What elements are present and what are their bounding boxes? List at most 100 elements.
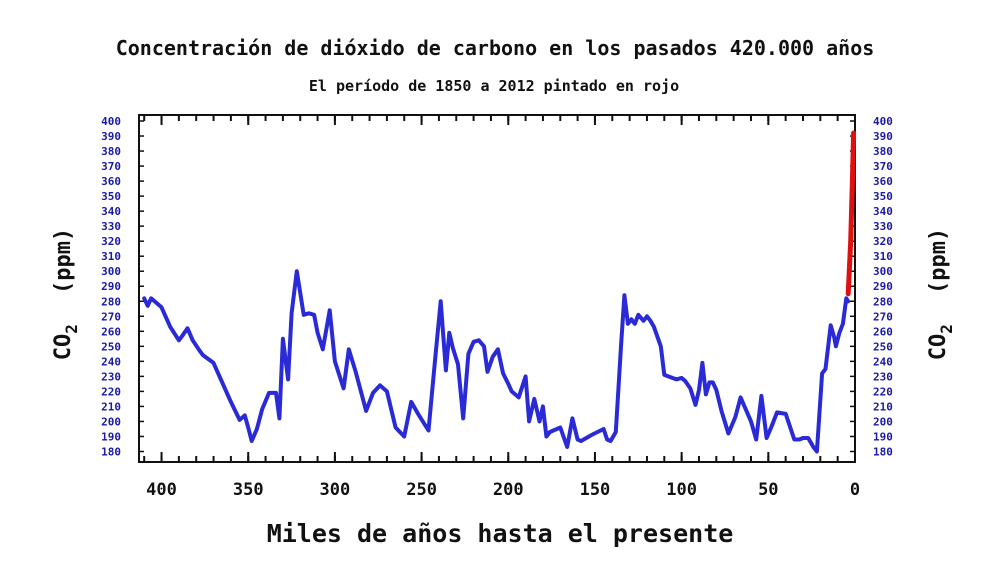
x-axis-label: Miles de años hasta el presente xyxy=(267,519,734,548)
y-tick-label-left: 180 xyxy=(101,445,121,458)
y-tick-label-right: 270 xyxy=(873,310,893,323)
data-point xyxy=(342,387,345,390)
y-tick-label-right: 380 xyxy=(873,145,893,158)
data-point xyxy=(354,371,357,373)
data-point xyxy=(812,446,815,448)
data-point xyxy=(845,297,848,300)
y-tick-label-left: 320 xyxy=(101,235,121,248)
data-point xyxy=(580,440,582,442)
data-point xyxy=(609,440,612,442)
data-point xyxy=(590,434,593,436)
chart-title: Concentración de dióxido de carbono en l… xyxy=(116,36,875,60)
data-point xyxy=(517,396,520,399)
data-point xyxy=(278,417,281,420)
y-tick-label-left: 270 xyxy=(101,310,121,323)
data-point xyxy=(365,410,367,412)
data-point xyxy=(835,345,837,348)
data-point xyxy=(649,320,652,322)
data-point xyxy=(478,339,480,342)
data-point xyxy=(694,404,697,406)
y-tick-label-left: 220 xyxy=(101,385,121,398)
svg-text:CO2(ppm): CO2 (ppm) xyxy=(51,228,81,360)
data-point xyxy=(566,446,568,448)
data-point xyxy=(247,426,249,429)
data-point xyxy=(178,339,180,342)
data-point xyxy=(833,336,835,339)
data-point xyxy=(816,450,818,453)
y-tick-label-right: 220 xyxy=(873,385,893,398)
data-point xyxy=(660,345,662,348)
y-tick-label-left: 380 xyxy=(101,145,121,158)
data-point xyxy=(807,437,809,439)
data-point xyxy=(524,375,527,378)
data-point xyxy=(191,339,194,342)
y-tick-label-right: 200 xyxy=(873,415,893,428)
y-tick-label-left: 340 xyxy=(101,205,121,218)
y-tick-label-right: 390 xyxy=(873,130,893,143)
data-point xyxy=(760,395,763,397)
y-tick-label-left: 190 xyxy=(101,430,121,443)
y-tick-label-right: 210 xyxy=(873,400,893,413)
data-point xyxy=(502,372,504,375)
data-point xyxy=(379,384,381,387)
data-point xyxy=(302,314,305,316)
data-point xyxy=(784,413,787,415)
x-tick-labels: 400 350 300 250 200 150 100 50 0 xyxy=(146,480,860,500)
x-tick-label: 400 xyxy=(146,480,177,500)
data-point xyxy=(439,300,442,303)
data-point xyxy=(250,440,253,442)
y-tick-label-left: 250 xyxy=(101,340,121,353)
data-point xyxy=(727,432,730,435)
y-tick-label-left: 200 xyxy=(101,415,121,428)
data-point xyxy=(483,345,485,348)
y-tick-label-left: 360 xyxy=(101,175,121,188)
data-point xyxy=(445,369,447,372)
data-point xyxy=(403,435,406,438)
y-tick-label-left: 390 xyxy=(101,130,121,143)
data-point xyxy=(765,437,768,439)
chart-subtitle: El período de 1850 a 2012 pintado en roj… xyxy=(309,77,679,95)
y-tick-label-right: 370 xyxy=(873,160,893,173)
y-tick-label-left: 330 xyxy=(101,220,121,233)
data-point xyxy=(776,411,778,414)
data-point xyxy=(150,297,152,300)
y-tick-label-right: 180 xyxy=(873,445,893,458)
y-tick-label-right: 310 xyxy=(873,250,893,263)
axis-ticks xyxy=(139,115,856,462)
data-point xyxy=(705,393,707,396)
data-point xyxy=(684,380,686,382)
data-point xyxy=(720,410,723,412)
data-point xyxy=(348,348,350,351)
data-point xyxy=(486,371,489,373)
data-point xyxy=(202,354,204,357)
data-point xyxy=(620,345,622,348)
data-point xyxy=(533,398,536,400)
y-tick-label-right: 240 xyxy=(873,355,893,368)
y-tick-labels: 180 180 190 190 200 200 210 210 220 220 230 230 240 2… xyxy=(101,115,893,458)
data-point xyxy=(287,378,289,381)
data-point xyxy=(634,323,636,325)
y-tick-label-left: 290 xyxy=(101,280,121,293)
data-point xyxy=(793,438,796,441)
data-point xyxy=(328,309,331,312)
data-point xyxy=(181,335,184,337)
y-axis-label-unit: (ppm) xyxy=(51,228,76,294)
data-point xyxy=(462,417,465,420)
data-point xyxy=(615,431,617,433)
y-axis-label-main: CO xyxy=(51,334,76,361)
data-point xyxy=(316,332,319,334)
data-point xyxy=(221,381,223,384)
data-point xyxy=(497,348,499,351)
x-tick-label: 150 xyxy=(580,480,611,500)
data-point xyxy=(238,419,241,421)
data-point xyxy=(256,428,258,430)
data-point xyxy=(160,306,163,309)
x-tick-label: 250 xyxy=(406,480,437,500)
data-point xyxy=(750,420,752,423)
y-tick-label-left: 310 xyxy=(101,250,121,263)
data-point xyxy=(653,326,655,328)
data-point xyxy=(472,341,475,343)
data-point xyxy=(849,240,852,242)
y-tick-label-right: 330 xyxy=(873,220,893,233)
data-point xyxy=(538,420,541,423)
